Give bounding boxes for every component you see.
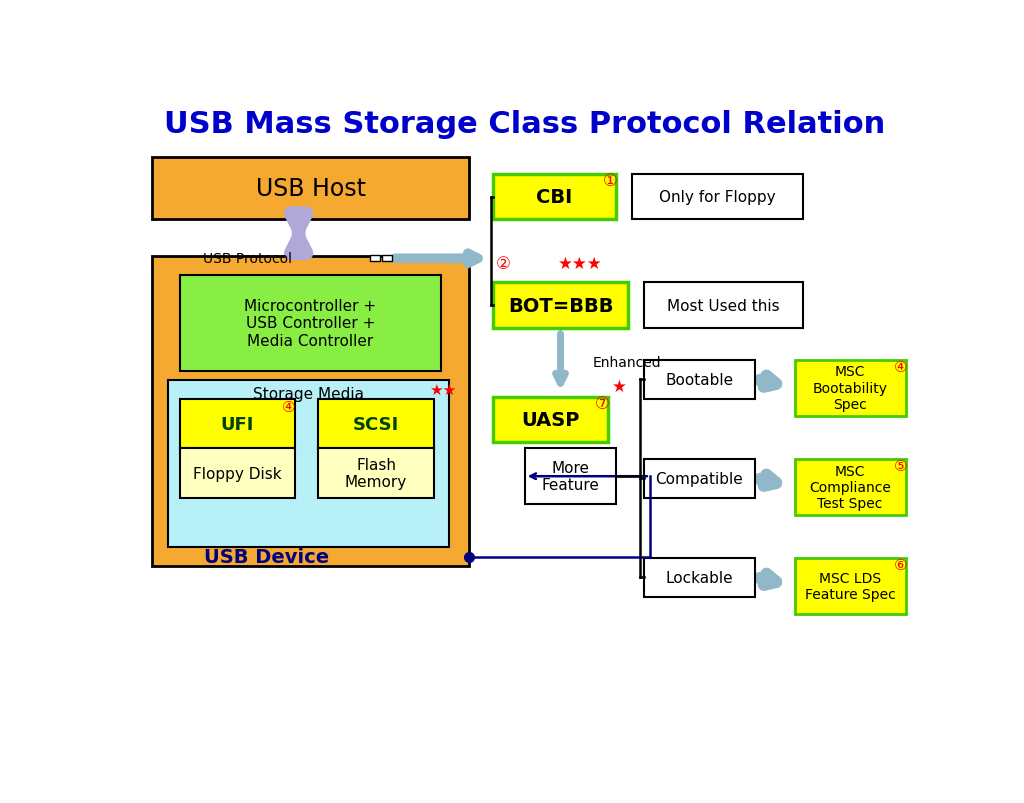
Text: ⑤: ⑤ xyxy=(893,458,907,473)
Text: Most Used this: Most Used this xyxy=(667,298,779,313)
FancyBboxPatch shape xyxy=(795,558,905,613)
FancyBboxPatch shape xyxy=(370,256,380,262)
Text: Microcontroller +
USB Controller +
Media Controller: Microcontroller + USB Controller + Media… xyxy=(245,299,377,349)
Text: UFI: UFI xyxy=(220,415,254,433)
FancyBboxPatch shape xyxy=(179,399,295,449)
FancyArrowPatch shape xyxy=(291,214,306,254)
Text: MSC LDS
Feature Spec: MSC LDS Feature Spec xyxy=(805,571,896,601)
Text: Only for Floppy: Only for Floppy xyxy=(658,190,775,205)
Text: MSC
Compliance
Test Spec: MSC Compliance Test Spec xyxy=(809,464,891,510)
Text: BOT=BBB: BOT=BBB xyxy=(508,296,613,315)
FancyBboxPatch shape xyxy=(494,397,608,442)
FancyBboxPatch shape xyxy=(152,257,469,566)
FancyBboxPatch shape xyxy=(524,449,616,504)
FancyBboxPatch shape xyxy=(644,459,755,498)
Text: USB Protocol: USB Protocol xyxy=(204,252,293,266)
Text: CBI: CBI xyxy=(537,188,572,207)
Text: MSC
Bootability
Spec: MSC Bootability Spec xyxy=(813,365,888,411)
Text: USB Device: USB Device xyxy=(205,548,330,566)
Text: ④: ④ xyxy=(283,399,296,414)
FancyArrowPatch shape xyxy=(555,334,565,384)
FancyBboxPatch shape xyxy=(494,283,628,328)
Text: ④: ④ xyxy=(893,359,907,374)
Text: More
Feature: More Feature xyxy=(542,460,599,493)
FancyArrowPatch shape xyxy=(760,377,776,387)
Text: ★★: ★★ xyxy=(429,382,457,397)
Text: ★: ★ xyxy=(611,377,627,395)
Text: ⑦: ⑦ xyxy=(595,394,610,413)
FancyBboxPatch shape xyxy=(795,361,905,416)
FancyArrowPatch shape xyxy=(395,254,478,264)
FancyBboxPatch shape xyxy=(795,459,905,515)
Text: ②: ② xyxy=(496,255,511,272)
Text: Bootable: Bootable xyxy=(666,373,733,387)
Text: Storage Media: Storage Media xyxy=(253,387,365,402)
Text: Enhanced: Enhanced xyxy=(592,356,660,370)
FancyBboxPatch shape xyxy=(318,449,433,498)
FancyBboxPatch shape xyxy=(494,175,616,220)
FancyArrowPatch shape xyxy=(760,475,776,486)
FancyBboxPatch shape xyxy=(179,275,441,372)
FancyBboxPatch shape xyxy=(179,449,295,498)
Text: Floppy Disk: Floppy Disk xyxy=(193,466,282,481)
Text: SCSI: SCSI xyxy=(353,415,399,433)
Text: Lockable: Lockable xyxy=(666,570,733,585)
FancyBboxPatch shape xyxy=(644,558,755,597)
Text: UASP: UASP xyxy=(521,410,580,430)
FancyBboxPatch shape xyxy=(382,256,392,262)
FancyBboxPatch shape xyxy=(644,283,803,328)
FancyBboxPatch shape xyxy=(644,361,755,399)
Text: Compatible: Compatible xyxy=(655,471,743,487)
Text: ①: ① xyxy=(602,172,617,190)
Text: USB Host: USB Host xyxy=(256,177,366,201)
FancyBboxPatch shape xyxy=(152,158,469,220)
FancyBboxPatch shape xyxy=(168,381,450,548)
Text: Flash
Memory: Flash Memory xyxy=(345,458,408,490)
FancyArrowPatch shape xyxy=(760,574,776,585)
FancyBboxPatch shape xyxy=(318,399,433,449)
FancyBboxPatch shape xyxy=(632,175,803,220)
Text: USB Mass Storage Class Protocol Relation: USB Mass Storage Class Protocol Relation xyxy=(164,110,886,139)
Text: ⑥: ⑥ xyxy=(893,557,907,572)
Text: ★★★: ★★★ xyxy=(558,255,603,272)
